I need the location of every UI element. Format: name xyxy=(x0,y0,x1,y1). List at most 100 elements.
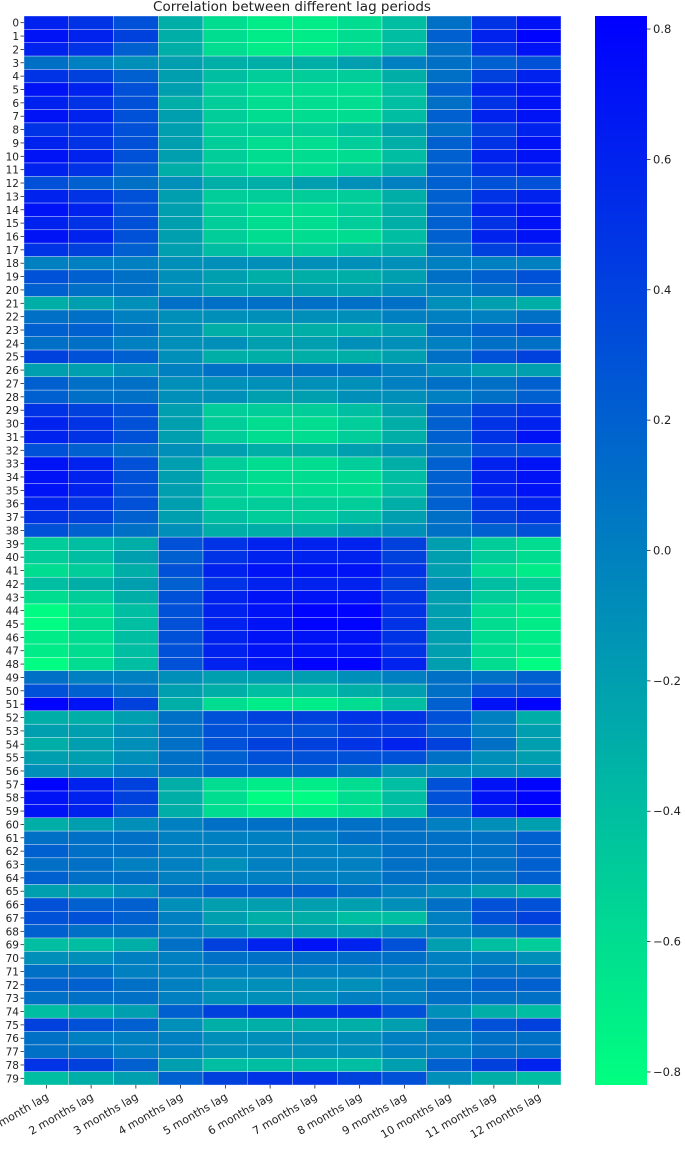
heatmap-cell xyxy=(113,256,159,271)
heatmap-cell xyxy=(23,764,69,778)
heatmap-cell xyxy=(158,630,204,645)
heatmap-cell xyxy=(202,1031,248,1046)
heatmap-cell xyxy=(202,470,248,484)
heatmap-cell xyxy=(23,269,69,284)
heatmap-cell xyxy=(202,176,248,190)
heatmap-cell xyxy=(471,229,517,244)
row-label: 65 xyxy=(6,886,19,898)
heatmap-cell xyxy=(113,991,159,1006)
heatmap-cell xyxy=(426,657,472,672)
heatmap-cell xyxy=(516,1004,562,1019)
heatmap-cell xyxy=(426,510,472,525)
heatmap-cell xyxy=(426,710,472,725)
heatmap-cell xyxy=(247,830,293,845)
heatmap-cell xyxy=(426,429,472,444)
heatmap-cell xyxy=(158,1044,204,1059)
heatmap-cell xyxy=(113,496,159,511)
heatmap-cell xyxy=(292,617,338,631)
heatmap-cell xyxy=(471,804,517,819)
heatmap-cell xyxy=(113,283,159,297)
heatmap-cell xyxy=(337,42,383,57)
heatmap-cell xyxy=(292,136,338,150)
heatmap-cell xyxy=(202,376,248,391)
heatmap-cell xyxy=(247,1017,293,1032)
heatmap-cell xyxy=(113,737,159,752)
heatmap-cell xyxy=(68,857,114,872)
heatmap-cell xyxy=(23,229,69,244)
heatmap-cell xyxy=(292,737,338,752)
heatmap-cell xyxy=(23,750,69,765)
heatmap-cell xyxy=(158,403,204,418)
heatmap-cell xyxy=(471,176,517,190)
heatmap-cell xyxy=(516,429,562,444)
heatmap-cell xyxy=(23,737,69,752)
heatmap-cell xyxy=(113,416,159,431)
heatmap-cell xyxy=(68,603,114,618)
heatmap-cell xyxy=(68,977,114,992)
heatmap-cell xyxy=(292,189,338,204)
heatmap-cell xyxy=(516,29,562,43)
heatmap-cell xyxy=(426,283,472,297)
heatmap-cell xyxy=(23,870,69,885)
heatmap-cell xyxy=(426,189,472,204)
heatmap-cell xyxy=(158,456,204,471)
heatmap-cell xyxy=(247,964,293,979)
heatmap-cell xyxy=(426,1004,472,1019)
heatmap-cell xyxy=(158,256,204,271)
heatmap-cell xyxy=(292,884,338,899)
heatmap-cell xyxy=(113,683,159,698)
heatmap-cell xyxy=(381,136,427,150)
heatmap-cell xyxy=(471,15,517,30)
heatmap-cell xyxy=(471,643,517,658)
heatmap-cell xyxy=(113,376,159,391)
heatmap-cell xyxy=(202,416,248,431)
heatmap-cell xyxy=(158,897,204,912)
heatmap-cell xyxy=(23,55,69,70)
heatmap-cell xyxy=(113,323,159,337)
heatmap-cell xyxy=(23,389,69,404)
heatmap-cell xyxy=(158,911,204,925)
heatmap-cell xyxy=(158,870,204,885)
heatmap-cell xyxy=(337,817,383,832)
row-label: 22 xyxy=(6,312,19,324)
heatmap-cell xyxy=(337,911,383,925)
heatmap-cell xyxy=(247,523,293,538)
heatmap-cell xyxy=(337,710,383,725)
heatmap-cell xyxy=(113,389,159,404)
heatmap-cell xyxy=(68,670,114,685)
heatmap-cell xyxy=(202,857,248,872)
heatmap-cell xyxy=(202,617,248,631)
heatmap-cell xyxy=(202,42,248,57)
heatmap-cell xyxy=(202,737,248,752)
heatmap-cell xyxy=(68,563,114,578)
heatmap-cell xyxy=(516,951,562,965)
heatmap-cell xyxy=(113,216,159,231)
heatmap-cell xyxy=(158,496,204,511)
heatmap-cell xyxy=(381,496,427,511)
heatmap-cell xyxy=(516,1044,562,1059)
heatmap-cell xyxy=(113,15,159,30)
colorbar-gradient xyxy=(595,16,647,1085)
heatmap-cell xyxy=(158,1031,204,1046)
row-label: 46 xyxy=(6,632,20,644)
heatmap-cell xyxy=(381,323,427,337)
row-label: 21 xyxy=(6,298,19,310)
heatmap-cell xyxy=(202,683,248,698)
heatmap-cell xyxy=(247,777,293,792)
heatmap-cell xyxy=(158,977,204,992)
heatmap-cell xyxy=(23,216,69,231)
heatmap-cell xyxy=(247,95,293,110)
heatmap-cell xyxy=(471,764,517,778)
heatmap-cell xyxy=(247,1044,293,1059)
heatmap-cell xyxy=(337,683,383,698)
heatmap-cell xyxy=(158,122,204,137)
heatmap-cell xyxy=(23,189,69,204)
heatmap-cell xyxy=(426,269,472,284)
heatmap-cell xyxy=(292,670,338,685)
heatmap-cell xyxy=(381,924,427,939)
heatmap-cell xyxy=(247,403,293,418)
heatmap-cell xyxy=(292,657,338,672)
heatmap-cell xyxy=(247,697,293,712)
heatmap-cell xyxy=(113,510,159,525)
heatmap-cell xyxy=(158,443,204,458)
